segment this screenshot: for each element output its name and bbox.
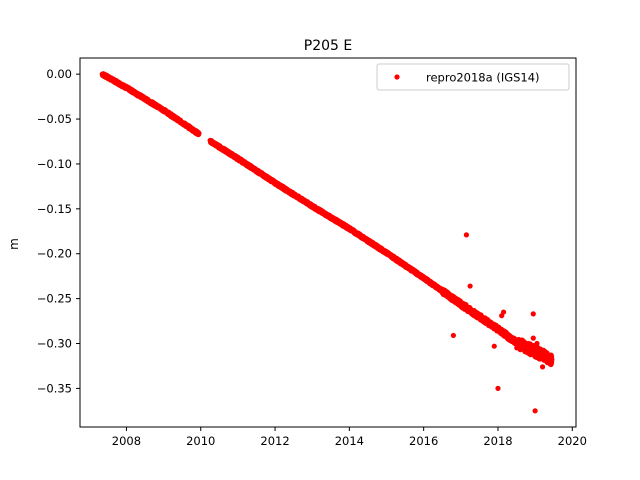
legend: repro2018a (IGS14) (376, 63, 570, 91)
outlier-point (532, 408, 538, 414)
x-tick-label: 2008 (112, 434, 141, 448)
x-tick-label: 2010 (186, 434, 215, 448)
x-tick-label: 2018 (483, 434, 512, 448)
y-tick-label: −0.20 (37, 247, 72, 261)
y-tick-label: −0.30 (37, 337, 72, 351)
data-point (549, 356, 555, 362)
y-tick-label: −0.25 (37, 292, 72, 306)
outlier-point (491, 343, 497, 349)
outlier-point (500, 309, 507, 315)
data-points (99, 71, 555, 414)
plot-frame (79, 57, 577, 428)
y-tick-label: −0.15 (37, 202, 72, 216)
y-tick-label: −0.05 (37, 112, 72, 126)
y-axis-label: m (7, 238, 21, 250)
legend-marker (394, 74, 400, 80)
data-point (196, 130, 202, 136)
outlier-point (495, 385, 501, 391)
outlier-point (539, 364, 546, 370)
x-tick-label: 2014 (335, 434, 364, 448)
axes: 2008 2010 2012 2014 2016 2018 2020 0.00 −0.05 −0.… (37, 57, 587, 448)
y-tick-label: −0.10 (37, 157, 72, 171)
y-tick-label: −0.35 (37, 381, 72, 395)
x-tick-label: 2016 (409, 434, 438, 448)
outlier-point (467, 283, 473, 289)
outlier-point (530, 311, 536, 317)
outlier-point (526, 342, 533, 348)
outlier-point (450, 332, 456, 339)
chart-title: P205 E (304, 38, 352, 54)
outlier-point (530, 335, 536, 341)
outlier-point (534, 340, 540, 347)
legend-entry-label: repro2018a (IGS14) (426, 71, 540, 85)
x-tick-label: 2012 (260, 434, 289, 448)
y-tick-label: 0.00 (46, 67, 72, 81)
outlier-point (463, 232, 469, 238)
legend-box (376, 63, 570, 91)
x-tick-label: 2020 (558, 434, 587, 448)
